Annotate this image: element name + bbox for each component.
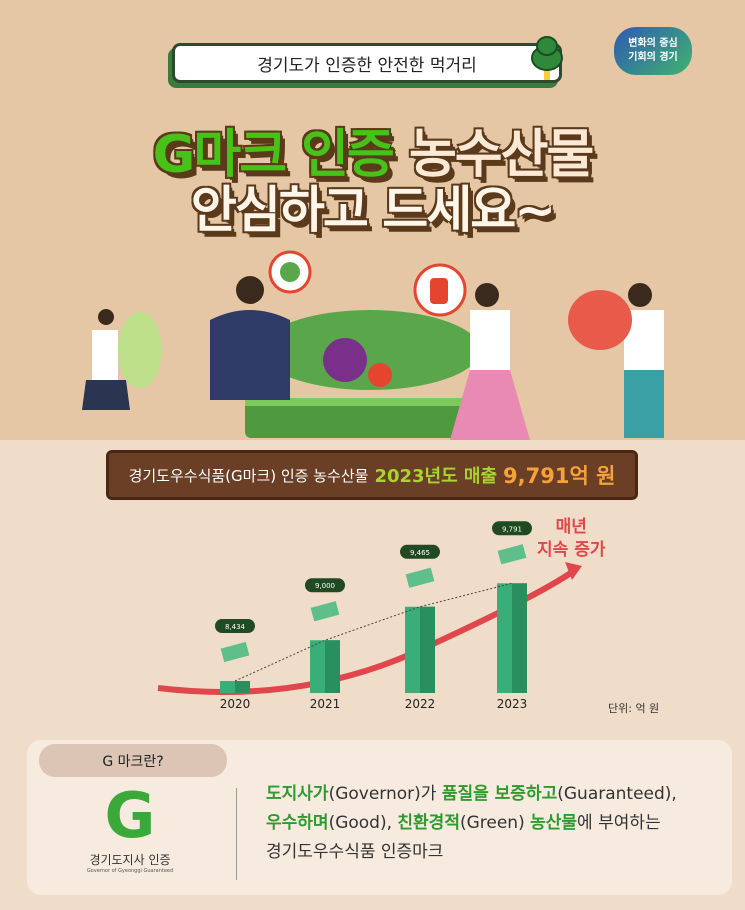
gmark-question-pill: G 마크란? (39, 744, 227, 777)
tree-icon (531, 36, 563, 80)
person-woman-center (413, 263, 530, 440)
value-badge (305, 578, 345, 593)
person-man-center (210, 250, 312, 400)
divider (236, 788, 237, 880)
money-icon (497, 544, 527, 565)
value-label: 9,791 (502, 525, 522, 533)
person-left (82, 309, 162, 410)
desc-line: 도지사가(Governor)가 품질을 보증하고(Guaranteed), (266, 784, 677, 804)
desc-line: 우수하며(Good), 친환경적(Green) 농산물에 부여하는 (266, 813, 661, 833)
gmark-description: 도지사가(Governor)가 품질을 보증하고(Guaranteed), 우수하… (266, 780, 677, 867)
shopping-illustration (82, 250, 664, 440)
year-label: 2021 (310, 697, 341, 711)
value-badge (492, 521, 532, 536)
bar-shade (420, 606, 435, 693)
year-label: 2020 (220, 697, 251, 711)
main-title-line1: G마크 인증 농수산물 (152, 125, 595, 185)
sales-bar-chart: 8,434 2020 9,000 2021 9,465 2022 9,791 2023 (157, 521, 582, 711)
tagline-pill: 경기도가 인증한 안전한 먹거리 (172, 36, 563, 83)
trend-annotation: 매년 지속 증가 (537, 517, 606, 560)
main-title-line2: 안심하고 드세요~ (190, 181, 556, 239)
trend-arrowhead (565, 562, 582, 580)
gyeonggi-logo: 변화의 중심 기회의 경기 (614, 27, 692, 75)
sales-banner: 경기도우수식품(G마크) 인증 농수산물 2023년도 매출 9,791억 원 (106, 450, 638, 500)
bar-shade (512, 583, 527, 693)
bar-shade (325, 640, 340, 693)
value-label: 9,465 (410, 549, 430, 557)
value-label: 8,434 (225, 623, 246, 631)
year-label: 2023 (497, 697, 528, 711)
bar-shade (235, 681, 250, 693)
value-badge (400, 544, 440, 559)
desc-line: 경기도우수식품 인증마크 (266, 842, 444, 862)
year-label: 2022 (405, 697, 436, 711)
money-icon (310, 601, 340, 622)
g-leaf-icon: G (104, 779, 156, 852)
basket-illustration (245, 310, 480, 438)
value-badge (215, 619, 255, 633)
money-icon (405, 567, 435, 588)
money-icon (220, 641, 250, 663)
unit-label: 단위: 억 원 (608, 702, 660, 715)
value-label: 9,000 (315, 582, 335, 590)
gmark-logo: G 경기도지사 인증 Governor of Gyeonggi Guarante… (75, 779, 185, 875)
trend-dotted-line (234, 582, 513, 682)
person-right (568, 283, 664, 438)
